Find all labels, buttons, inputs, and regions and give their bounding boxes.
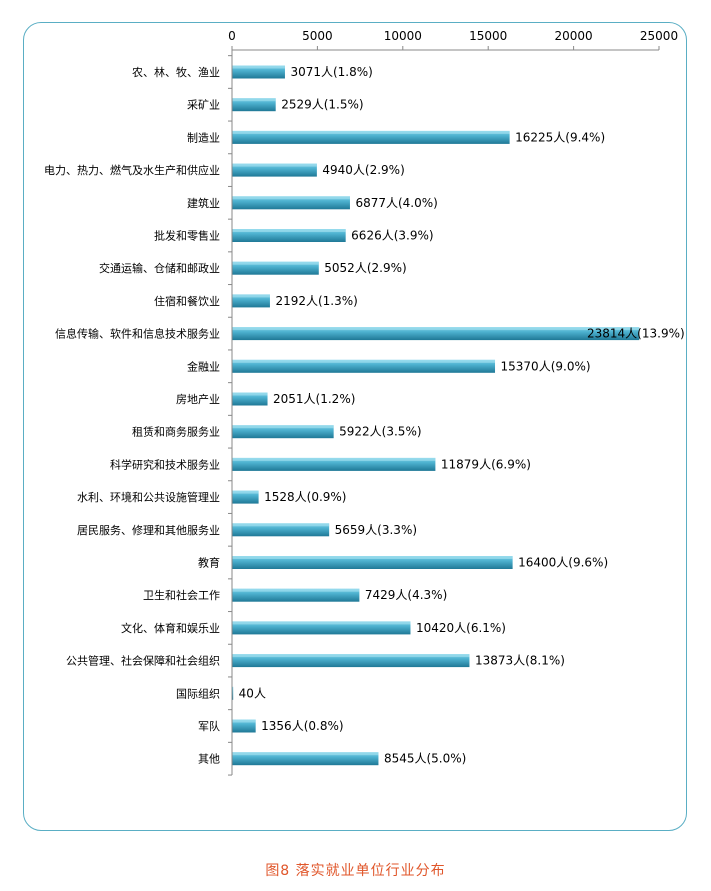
bar-highlight [232, 425, 334, 429]
x-tick-label: 0 [228, 29, 236, 43]
data-label: 3071人(1.8%) [290, 65, 372, 79]
data-label: 13873人(8.1%) [475, 654, 565, 668]
category-label: 金融业 [187, 359, 220, 373]
bar-highlight [232, 65, 285, 69]
data-label: 4940人(2.9%) [322, 163, 404, 177]
figure-caption: 图8 落实就业单位行业分布 [265, 863, 446, 879]
category-label: 科学研究和技术服务业 [110, 457, 220, 471]
bar-highlight [232, 621, 411, 625]
bar [232, 163, 317, 177]
data-label: 11879人(6.9%) [441, 457, 531, 471]
x-tick-label: 15000 [469, 29, 507, 43]
bar-highlight [232, 457, 436, 461]
bar-highlight [232, 588, 360, 592]
category-label: 房地产业 [176, 392, 220, 406]
bar [232, 392, 268, 406]
bar-highlight [232, 196, 350, 200]
bar [232, 359, 496, 373]
data-label: 7429人(4.3%) [365, 588, 447, 602]
data-label: 5659人(3.3%) [335, 523, 417, 537]
bar [232, 719, 256, 733]
bar [232, 588, 360, 602]
bar-highlight [232, 752, 379, 756]
bar-highlight [232, 163, 317, 167]
category-label: 信息传输、软件和信息技术服务业 [55, 327, 220, 341]
category-label: 国际组织 [176, 686, 220, 700]
data-label: 2051人(1.2%) [273, 392, 355, 406]
bar-highlight [232, 523, 330, 527]
bar [232, 130, 510, 144]
bar [232, 229, 346, 242]
x-tick-label: 20000 [555, 29, 593, 43]
bar [232, 752, 379, 766]
category-label: 采矿业 [187, 99, 220, 112]
bar [232, 261, 319, 275]
x-tick-label: 25000 [640, 29, 678, 43]
data-label: 2192人(1.3%) [275, 294, 357, 308]
data-label: 10420人(6.1%) [416, 621, 506, 635]
data-label: 1528人(0.9%) [264, 490, 346, 504]
data-label: 16225人(9.4%) [515, 130, 605, 144]
category-label: 军队 [198, 719, 220, 733]
bar [232, 523, 330, 537]
bar [232, 425, 334, 439]
bar-highlight [232, 130, 510, 134]
bar [232, 196, 350, 210]
category-label: 批发和零售业 [154, 229, 220, 243]
data-label: 40人 [239, 686, 266, 700]
category-label: 建筑业 [187, 196, 220, 210]
category-label: 农、林、牧、渔业 [132, 65, 220, 79]
data-label: 1356人(0.8%) [261, 719, 343, 733]
bar-highlight [232, 654, 470, 658]
bar-highlight [232, 719, 256, 723]
data-label: 5052人(2.9%) [324, 261, 406, 275]
category-label: 公共管理、社会保障和社会组织 [66, 654, 220, 668]
bar [232, 686, 234, 700]
bar [232, 621, 411, 635]
bar [232, 65, 285, 79]
bar-highlight [232, 359, 496, 363]
bar-highlight [232, 556, 513, 559]
bar [232, 654, 470, 668]
data-label: 2529人(1.5%) [281, 98, 363, 112]
data-label: 8545人(5.0%) [384, 752, 466, 766]
bar [232, 457, 436, 471]
bar [232, 294, 270, 308]
bar-highlight [232, 261, 319, 265]
bar-highlight [232, 98, 276, 102]
x-tick-label: 5000 [302, 29, 333, 43]
bar-highlight [232, 392, 268, 396]
data-label: 15370人(9.0%) [501, 359, 591, 373]
bar-highlight [232, 294, 270, 298]
x-tick-label: 10000 [384, 29, 422, 43]
data-label: 6626人(3.9%) [351, 229, 433, 243]
bar-highlight [232, 490, 259, 494]
bar-highlight [232, 229, 346, 232]
data-label: 6877人(4.0%) [355, 196, 437, 210]
data-label: 5922人(3.5%) [339, 425, 421, 439]
bar [232, 98, 276, 112]
category-label: 居民服务、修理和其他服务业 [77, 523, 220, 537]
category-label: 其他 [198, 753, 220, 766]
bar [232, 490, 259, 504]
category-label: 教育 [198, 556, 220, 570]
bar [232, 327, 640, 341]
chart-frame [23, 22, 687, 831]
category-label: 电力、热力、燃气及水生产和供应业 [44, 163, 220, 177]
data-label: 16400人(9.6%) [518, 556, 608, 570]
category-label: 文化、体育和娱乐业 [121, 621, 220, 635]
bar [232, 556, 513, 569]
category-label: 制造业 [187, 130, 220, 144]
category-label: 交通运输、仓储和邮政业 [99, 261, 220, 275]
category-label: 住宿和餐饮业 [154, 294, 220, 308]
bar-highlight [232, 327, 640, 331]
category-label: 租赁和商务服务业 [132, 425, 220, 439]
category-label: 水利、环境和公共设施管理业 [77, 490, 220, 504]
category-label: 卫生和社会工作 [143, 588, 220, 602]
data-label: 23814人(13.9%) [587, 327, 685, 341]
